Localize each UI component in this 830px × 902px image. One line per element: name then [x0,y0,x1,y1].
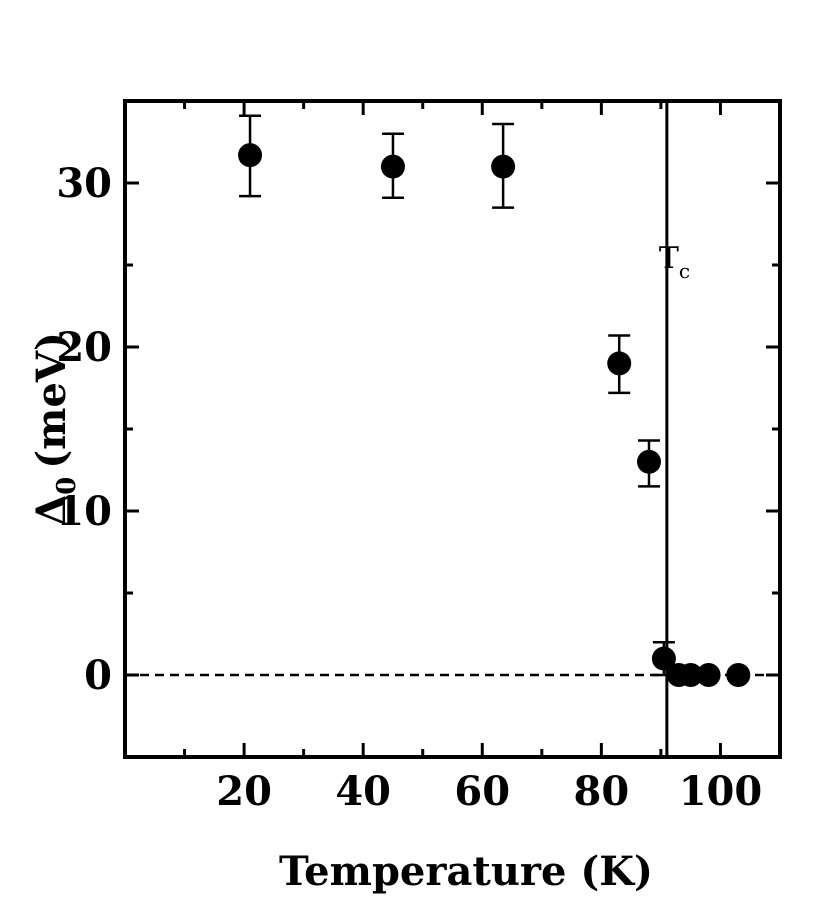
x-tick-label: 100 [679,768,763,815]
y-tick-label: 30 [56,160,112,207]
x-tick-label: 80 [574,768,630,815]
data-points [238,143,751,687]
data-point [678,663,703,687]
tc-annotation: Tc [659,241,690,283]
x-tick-labels: 20 40 60 80 100 [216,768,762,815]
data-point [696,663,721,687]
x-tick-label: 40 [335,768,391,815]
y-tick-label: 10 [56,488,112,535]
x-tick-label: 60 [454,768,510,815]
y-tick-label: 20 [56,324,112,371]
data-point [380,154,405,179]
x-tick-label: 20 [216,768,272,815]
data-point [607,351,632,376]
data-point [238,143,263,168]
error-bars [239,114,675,677]
plot-frame [123,99,782,759]
y-axis-title: Δ0(meV) [28,332,82,526]
data-point [491,154,516,179]
x-axis-title: Temperature (K) [279,848,653,895]
data-point [651,646,676,671]
y-tick-labels: 0 10 20 30 [56,160,112,699]
data-point [726,663,751,687]
ticks [125,99,780,759]
data-point [637,449,661,474]
y-tick-label: 0 [84,652,112,699]
